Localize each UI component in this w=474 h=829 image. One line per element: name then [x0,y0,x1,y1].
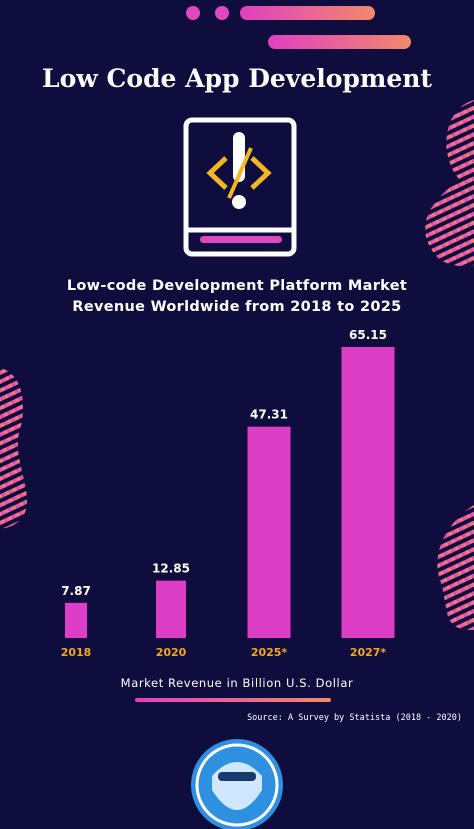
page-title: Low Code App Development [42,64,432,93]
bar [247,426,291,638]
value-label: 7.87 [61,584,91,598]
bar [341,347,395,638]
decoration [0,6,474,829]
x-axis-label: Market Revenue in Billion U.S. Dollar [120,676,354,690]
value-label: 65.15 [349,328,387,342]
bar [156,580,186,638]
x-tick-label: 2025* [251,646,288,659]
bar [65,602,87,638]
value-label: 12.85 [152,562,190,576]
value-label: 47.31 [250,408,288,422]
x-tick-label: 2020 [156,646,187,659]
source-note: Source: A Survey by Statista (2018 - 202… [247,713,462,723]
chart-title: Low-code Development Platform Market Rev… [66,278,408,315]
x-tick-label: 2018 [61,646,92,659]
x-tick-label: 2027* [350,646,387,659]
